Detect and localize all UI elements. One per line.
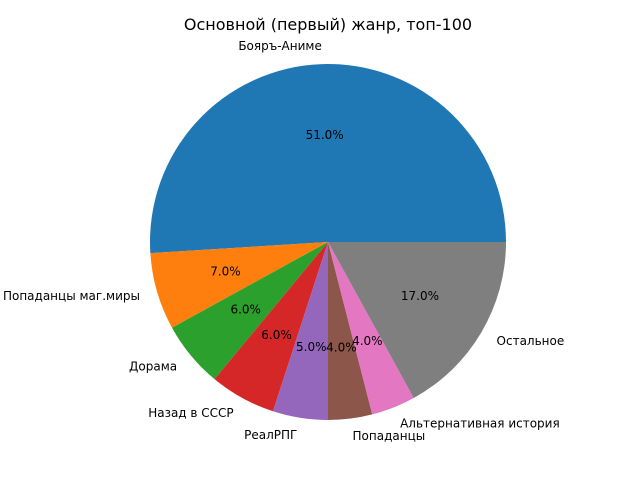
percent-label-5: 5.0% bbox=[296, 340, 327, 354]
category-label-4: Назад в СССР bbox=[148, 406, 233, 420]
pie-slice-1 bbox=[150, 64, 506, 254]
category-label-6: Попаданцы bbox=[353, 429, 426, 443]
pie-slice-8 bbox=[328, 242, 506, 398]
category-label-5: РеалРПГ bbox=[244, 428, 297, 442]
category-label-1: Бояръ-Аниме bbox=[238, 39, 322, 53]
category-label-3: Дорама bbox=[129, 359, 177, 373]
pie-slice-4 bbox=[214, 242, 328, 412]
percent-label-4: 6.0% bbox=[261, 328, 292, 342]
pie-slice-5 bbox=[272, 242, 328, 420]
percent-label-6: 4.0% bbox=[326, 340, 357, 354]
percent-label-8: 17.0% bbox=[401, 289, 439, 303]
pie-slice-6 bbox=[328, 242, 373, 420]
chart-title: Основной (первый) жанр, топ-100 bbox=[184, 15, 472, 34]
pie-slice-3 bbox=[172, 242, 328, 380]
percent-label-7: 4.0% bbox=[352, 334, 383, 348]
pie-slices bbox=[150, 64, 506, 420]
percent-label-2: 7.0% bbox=[210, 264, 241, 278]
pie-slice-7 bbox=[328, 242, 414, 415]
pie-labels: Бояръ-Аниме 51.0% Попаданцы маг.миры 7.0% До… bbox=[3, 39, 564, 443]
percent-label-1: 51.0% bbox=[306, 128, 344, 142]
category-label-7: Альтернативная история bbox=[400, 417, 560, 431]
category-label-8: Остальное bbox=[497, 334, 565, 348]
pie-slice-2 bbox=[150, 242, 328, 328]
percent-label-3: 6.0% bbox=[230, 303, 261, 317]
category-label-2: Попаданцы маг.миры bbox=[3, 289, 140, 303]
